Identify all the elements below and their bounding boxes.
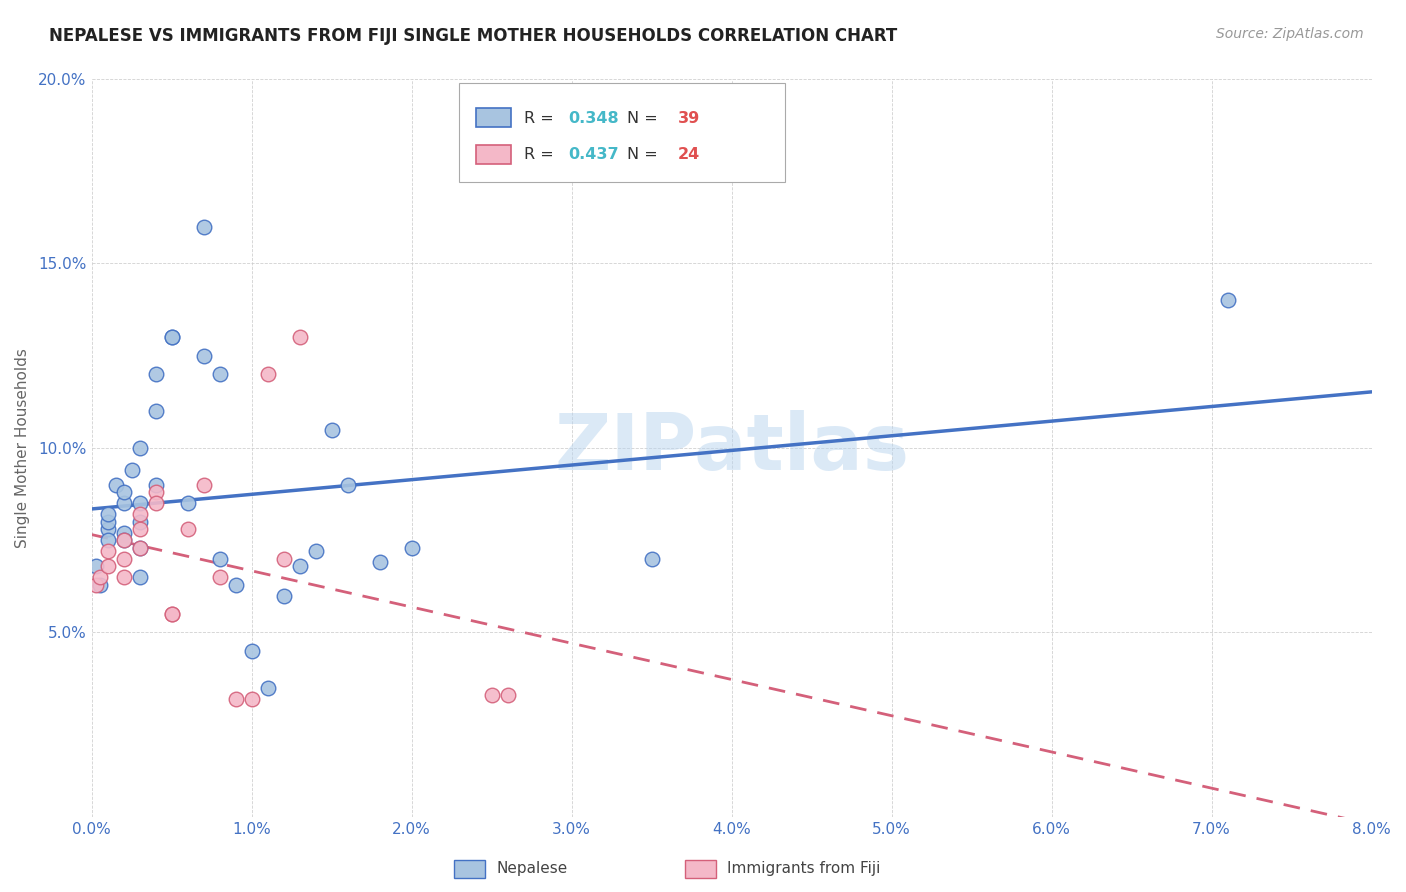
Point [86, 559, 108, 574]
Point [128, 496, 150, 510]
Point [97, 508, 120, 522]
Text: 39: 39 [678, 111, 700, 126]
Text: Source: ZipAtlas.com: Source: ZipAtlas.com [1216, 27, 1364, 41]
Point [368, 555, 391, 569]
Bar [685, 860, 716, 878]
Point [1216, 293, 1239, 308]
Point [481, 688, 503, 702]
Point [321, 423, 343, 437]
Text: N =: N = [627, 147, 662, 162]
Point [208, 367, 231, 381]
Point [240, 692, 263, 706]
Point [89, 570, 111, 584]
Bar [475, 108, 512, 127]
Point [193, 349, 215, 363]
Point [288, 559, 311, 574]
Bar [475, 145, 512, 164]
Text: ZIPatlas: ZIPatlas [554, 410, 910, 486]
Point [160, 330, 183, 344]
Text: 24: 24 [678, 147, 700, 162]
Point [97, 515, 120, 529]
Point [97, 559, 120, 574]
Point [304, 544, 326, 558]
Text: 0.348: 0.348 [568, 111, 619, 126]
FancyBboxPatch shape [458, 83, 786, 182]
Point [128, 508, 150, 522]
Text: N =: N = [627, 111, 662, 126]
Y-axis label: Single Mother Households: Single Mother Households [15, 348, 30, 548]
Point [128, 522, 150, 536]
Point [193, 219, 215, 234]
Point [401, 541, 423, 555]
Point [160, 330, 183, 344]
Point [112, 496, 135, 510]
Point [256, 681, 278, 695]
Point [273, 589, 295, 603]
Text: Nepalese: Nepalese [496, 862, 568, 876]
Point [86, 577, 108, 591]
Point [176, 496, 198, 510]
Point [89, 577, 111, 591]
Point [121, 463, 143, 477]
Point [128, 441, 150, 455]
Point [160, 607, 183, 621]
Point [145, 404, 167, 418]
Point [208, 570, 231, 584]
Text: NEPALESE VS IMMIGRANTS FROM FIJI SINGLE MOTHER HOUSEHOLDS CORRELATION CHART: NEPALESE VS IMMIGRANTS FROM FIJI SINGLE … [49, 27, 897, 45]
Point [112, 533, 135, 548]
Point [208, 551, 231, 566]
Point [288, 330, 311, 344]
Point [176, 522, 198, 536]
Text: Immigrants from Fiji: Immigrants from Fiji [727, 862, 880, 876]
Point [496, 688, 519, 702]
Point [225, 692, 247, 706]
Point [225, 577, 247, 591]
Bar [454, 860, 485, 878]
Text: R =: R = [524, 147, 560, 162]
Point [104, 478, 127, 492]
Point [145, 485, 167, 500]
Text: R =: R = [524, 111, 560, 126]
Point [97, 533, 120, 548]
Point [145, 496, 167, 510]
Point [112, 551, 135, 566]
Point [128, 541, 150, 555]
Point [145, 367, 167, 381]
Point [256, 367, 278, 381]
Point [97, 522, 120, 536]
Point [240, 644, 263, 658]
Point [160, 607, 183, 621]
Point [336, 478, 359, 492]
Point [145, 478, 167, 492]
Point [112, 485, 135, 500]
Point [273, 551, 295, 566]
Point [640, 551, 662, 566]
Text: 0.437: 0.437 [568, 147, 619, 162]
Point [112, 533, 135, 548]
Point [193, 478, 215, 492]
Point [128, 570, 150, 584]
Point [128, 541, 150, 555]
Point [112, 570, 135, 584]
Point [97, 544, 120, 558]
Point [128, 515, 150, 529]
Point [112, 525, 135, 540]
